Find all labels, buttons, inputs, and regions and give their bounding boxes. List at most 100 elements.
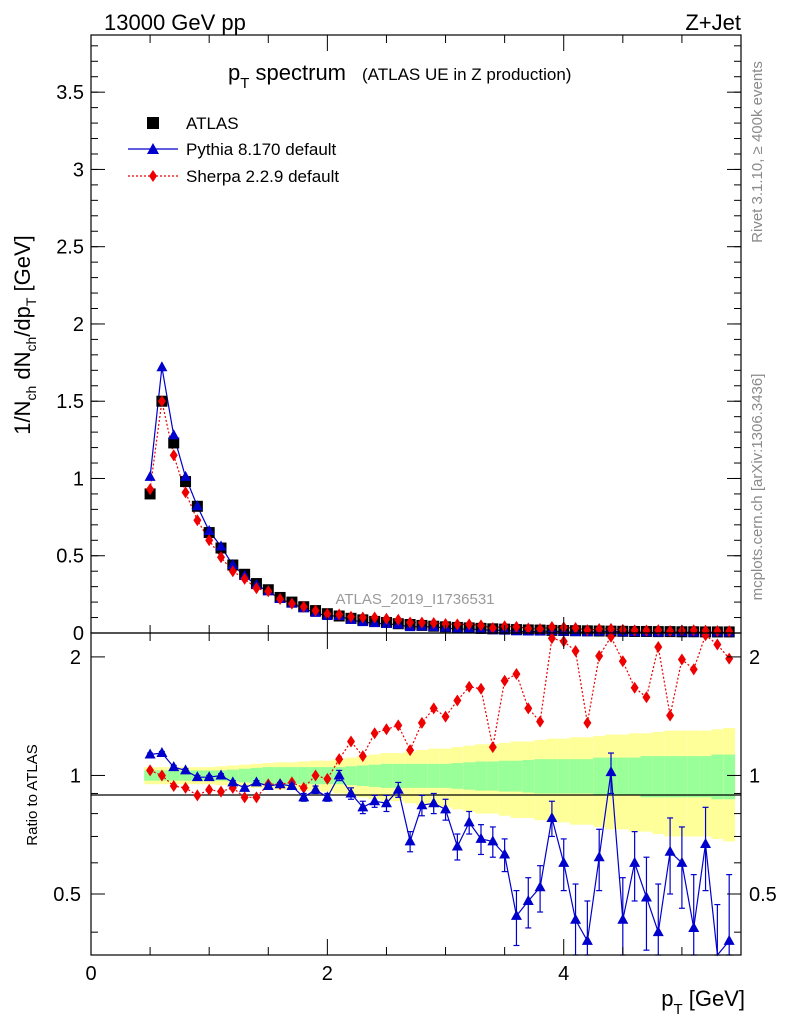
ratio-ytick-label-right: 1	[749, 765, 760, 787]
pythia-ratio-point	[723, 934, 735, 945]
sherpa-ratio-point	[618, 655, 627, 668]
sherpa-point	[358, 611, 367, 624]
pythia-ratio-point	[499, 848, 511, 859]
sherpa-ratio-point	[441, 710, 450, 723]
chart-title-extra: (ATLAS UE in Z production)	[362, 65, 571, 84]
title-rest: spectrum	[249, 60, 346, 85]
ratio-band-inner	[581, 759, 594, 794]
ratio-band-inner	[167, 770, 180, 781]
sherpa-ratio-point	[299, 781, 308, 794]
sherpa-point	[311, 604, 320, 617]
sherpa-point	[252, 582, 261, 595]
chart-title: pT spectrum	[228, 60, 346, 92]
pythia-ratio-point	[380, 797, 392, 808]
pythia-ratio-point	[274, 778, 286, 789]
ratio-band-inner	[664, 756, 676, 798]
pythia-ratio-point	[428, 797, 440, 808]
sherpa-ratio-point	[477, 682, 485, 695]
pythia-ratio-point	[546, 811, 558, 822]
sherpa-point	[536, 622, 545, 635]
pythia-ratio-point	[487, 835, 499, 846]
sherpa-ratio-point	[512, 667, 521, 680]
sherpa-point	[370, 611, 379, 624]
pythia-ratio-point	[664, 845, 676, 856]
atlas-point	[168, 437, 180, 449]
legend-sherpa-label: Sherpa 2.2.9 default	[186, 167, 339, 186]
sherpa-ratio-point	[429, 702, 438, 715]
ratio-band-inner	[274, 767, 286, 785]
ratio-band-inner	[297, 767, 310, 785]
sherpa-point	[465, 618, 474, 631]
ratio-ylabel: Ratio to ATLAS	[24, 744, 41, 845]
main-ytick-label: 0.5	[56, 546, 84, 568]
legend-sherpa-marker	[149, 170, 157, 182]
ratio-band-inner	[534, 759, 546, 794]
ratio-band-inner	[593, 757, 606, 796]
main-ytick-label: 2	[73, 314, 84, 336]
ratio-band-inner	[557, 759, 570, 794]
ratio-ytick-label-right: 2	[749, 647, 760, 669]
sherpa-point	[417, 616, 426, 629]
sherpa-ratio-point	[323, 772, 332, 785]
sherpa-point	[382, 612, 391, 625]
sherpa-point	[406, 616, 415, 629]
sherpa-ratio-point	[713, 638, 722, 651]
pythia-ratio-point	[510, 909, 522, 920]
ratio-band-inner	[687, 756, 700, 798]
title-p: p	[228, 60, 240, 85]
pythia-ratio-point	[203, 771, 215, 782]
xtick-label: 2	[322, 963, 333, 985]
pythia-ratio-point	[369, 795, 381, 806]
sherpa-ratio-point	[453, 694, 462, 707]
pythia-ratio-point	[522, 894, 534, 905]
ratio-band-inner	[392, 763, 405, 788]
main-ytick-labels: 0 0.5 1 1.5 2 2.5 3 3.5	[56, 82, 84, 645]
pythia-ratio-point	[463, 816, 475, 827]
pythia-ratio-point	[357, 801, 369, 812]
main-panel: 0 0.5 1 1.5 2 2.5 3 3.5	[56, 34, 742, 645]
ratio-band-inner	[699, 756, 712, 798]
pythia-ratio-point	[605, 766, 617, 777]
sherpa-point	[347, 610, 355, 623]
sherpa-point	[299, 600, 308, 613]
sherpa-ratio-point	[524, 702, 533, 715]
legend-atlas-label: ATLAS	[186, 114, 239, 133]
xlabel-sub: T	[673, 1001, 682, 1018]
ratio-band-inner	[286, 767, 298, 785]
pythia-point	[168, 429, 180, 440]
pythia-point	[215, 540, 227, 551]
main-ylabel: 1/Nch dNch/dpT [GeV]	[10, 235, 39, 435]
sherpa-ratio-point	[146, 764, 155, 777]
ylabel-part-1: 1/N	[10, 401, 35, 435]
sherpa-point	[323, 607, 332, 620]
pythia-point	[156, 361, 168, 372]
ratio-ytick-label-right: 0.5	[749, 884, 777, 906]
sherpa-point	[725, 625, 734, 638]
sherpa-point	[524, 622, 533, 635]
sherpa-point	[228, 565, 237, 578]
ratio-band-inner	[569, 759, 582, 794]
ratio-band-inner	[510, 760, 523, 792]
ylabel-sub-1: ch	[23, 386, 39, 401]
legend-pythia-marker	[147, 143, 159, 154]
xlabel-p: p	[661, 986, 673, 1011]
ratio-band-inner	[262, 767, 275, 785]
main-ytick-label: 1	[73, 468, 84, 490]
sherpa-point	[512, 620, 521, 633]
sherpa-point	[169, 449, 178, 462]
ratio-band-inner	[226, 769, 239, 782]
pythia-ratio-point	[392, 783, 404, 794]
sherpa-ratio-point	[252, 791, 261, 804]
sherpa-ratio-point	[488, 741, 497, 754]
ratio-ticks	[90, 633, 742, 955]
ratio-band-inner	[404, 763, 416, 788]
sherpa-ratio-point	[642, 691, 651, 704]
sherpa-point	[394, 613, 403, 626]
ratio-band-inner	[723, 754, 736, 800]
pythia-ratio-point	[262, 780, 274, 791]
sherpa-point	[453, 618, 462, 631]
sherpa-ratio-point	[547, 632, 556, 645]
pythia-ratio-point	[676, 856, 688, 867]
pythia-ratio-point	[191, 771, 203, 782]
